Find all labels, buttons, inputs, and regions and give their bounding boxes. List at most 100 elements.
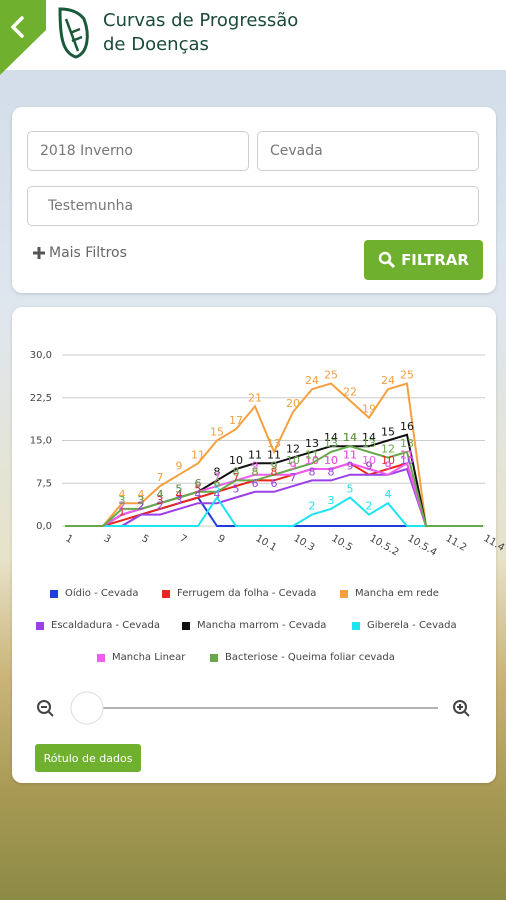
data-label: 17: [229, 414, 243, 427]
legend-item[interactable]: Mancha em rede: [340, 588, 439, 599]
data-label: 4: [119, 488, 126, 501]
data-label: 2: [138, 500, 145, 513]
logo: [58, 7, 89, 59]
series-line: [65, 382, 483, 527]
data-label: 13: [305, 437, 319, 450]
y-tick-label: 30,0: [30, 350, 52, 361]
legend-swatch: [50, 589, 58, 598]
data-label: 7: [157, 471, 164, 484]
data-label: 9: [347, 460, 354, 473]
data-label: 9: [385, 460, 392, 473]
data-label: 11: [305, 448, 319, 461]
data-label: 4: [385, 488, 392, 501]
data-label: 9: [271, 460, 278, 473]
legend-item[interactable]: Oídio - Cevada: [50, 588, 139, 599]
data-label: 5: [233, 483, 240, 496]
data-label: 24: [381, 374, 395, 387]
data-label: 2: [157, 500, 164, 513]
legend-label: Mancha em rede: [355, 588, 439, 599]
chart: 0,07,515,022,530,01 3 5 7 9 10.1 10.3 10.5 10.5.…: [30, 350, 506, 559]
data-label: 11: [191, 448, 205, 461]
legend-item[interactable]: Giberela - Cevada: [352, 620, 457, 631]
data-label: 2: [119, 500, 126, 513]
data-label: 8: [328, 465, 335, 478]
y-tick-label: 22,5: [30, 393, 52, 404]
more-filters[interactable]: Mais Filtros: [32, 245, 127, 261]
data-label: 8: [252, 465, 259, 478]
data-label: 5: [195, 483, 202, 496]
data-label: 3: [119, 494, 126, 507]
data-label: 3: [138, 494, 145, 507]
data-label: 6: [252, 477, 259, 490]
legend-item[interactable]: Mancha Linear: [97, 652, 185, 663]
legend-item[interactable]: Mancha marrom - Cevada: [182, 620, 326, 631]
data-label: 10: [305, 454, 319, 467]
data-label: 8: [252, 465, 259, 478]
data-label: 5: [195, 483, 202, 496]
data-label: 9: [385, 460, 392, 473]
data-label: 8: [233, 465, 240, 478]
data-label: 10: [305, 454, 319, 467]
data-label: 3: [138, 494, 145, 507]
legend-item[interactable]: Ferrugem da folha - Cevada: [162, 588, 316, 599]
zoom-slider[interactable]: [34, 690, 478, 726]
legend-item[interactable]: Bacteriose - Queima foliar cevada: [210, 652, 395, 663]
data-label: 9: [290, 460, 297, 473]
filter-button[interactable]: FILTRAR: [364, 240, 483, 280]
back-button[interactable]: [0, 0, 50, 75]
legend-item[interactable]: Escaldadura - Cevada: [36, 620, 160, 631]
series-line: [65, 495, 483, 527]
data-label: 7: [233, 471, 240, 484]
data-label: 10: [324, 454, 338, 467]
data-label: 15: [210, 426, 224, 439]
data-label: 13: [400, 437, 414, 450]
data-label: 3: [328, 494, 335, 507]
data-label: 4: [157, 488, 164, 501]
search-icon: [378, 251, 396, 269]
data-label: 4: [157, 488, 164, 501]
legend-label: Oídio - Cevada: [65, 588, 139, 599]
data-label: 7: [214, 471, 221, 484]
data-label: 4: [214, 488, 221, 501]
x-tick-label: 10.1: [254, 533, 279, 554]
data-label: 4: [176, 488, 183, 501]
data-label: 11: [400, 448, 414, 461]
x-tick-label: 10.5.4: [406, 533, 439, 558]
data-label: 2: [309, 500, 316, 513]
title-line: Curvas de Progressão: [103, 10, 299, 31]
legend-swatch: [182, 621, 190, 630]
data-label: 2: [119, 500, 126, 513]
data-label: 6: [195, 477, 202, 490]
season-select[interactable]: 2018 Inverno: [27, 131, 249, 171]
legend-swatch: [162, 589, 170, 598]
data-label: 25: [400, 369, 414, 382]
legend-label: Escaldadura - Cevada: [51, 620, 160, 631]
data-label: 19: [362, 403, 376, 416]
y-tick-label: 15,0: [30, 436, 52, 447]
treatment-select[interactable]: Testemunha: [27, 186, 479, 226]
data-label: 13: [324, 437, 338, 450]
data-label: 5: [347, 483, 354, 496]
data-label: 9: [290, 460, 297, 473]
x-tick-label: 10.5.2: [368, 533, 401, 558]
data-label: 8: [233, 465, 240, 478]
filter-button-label: FILTRAR: [401, 251, 469, 269]
x-tick-label: 7: [178, 533, 189, 546]
data-label: 11: [343, 448, 357, 461]
data-label: 9: [252, 460, 259, 473]
data-label: 3: [157, 494, 164, 507]
x-tick-label: 1: [64, 533, 75, 546]
data-label: 8: [214, 465, 221, 478]
legend-swatch: [210, 653, 218, 662]
data-labels-button[interactable]: Rótulo de dados: [35, 744, 141, 772]
series-line: [65, 467, 483, 527]
data-label: 10: [362, 454, 376, 467]
crop-select[interactable]: Cevada: [257, 131, 479, 171]
x-tick-label: 10.3: [292, 533, 317, 554]
data-label: 4: [138, 488, 145, 501]
x-tick-label: 11.2: [444, 533, 469, 554]
data-label: 14: [343, 431, 357, 444]
data-label: 5: [176, 483, 183, 496]
data-label: 8: [309, 465, 316, 478]
